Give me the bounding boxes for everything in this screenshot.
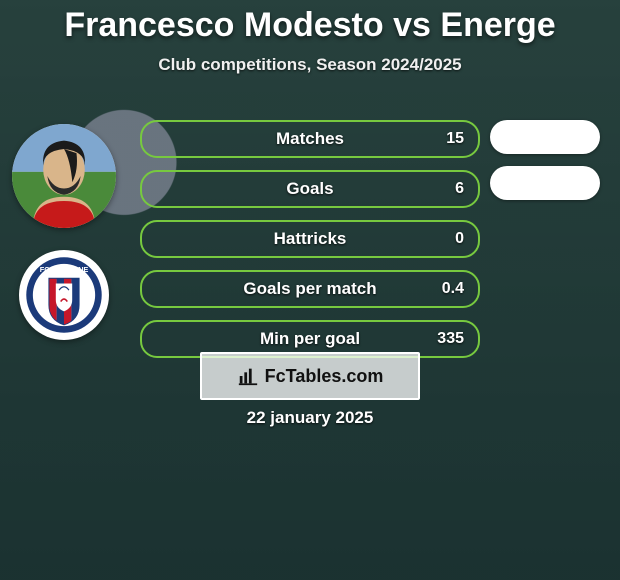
bar-chart-icon xyxy=(237,365,259,387)
page-date: 22 january 2025 xyxy=(247,408,374,428)
stat-value-p1: 335 xyxy=(437,330,464,348)
avatar-column: FC CROTONE xyxy=(8,124,120,340)
stat-value-p1: 0 xyxy=(455,230,464,248)
watermark-text-after: Tables.com xyxy=(286,366,384,386)
stat-value-p1: 6 xyxy=(455,180,464,198)
subtitle: Club competitions, Season 2024/2025 xyxy=(0,55,620,75)
stat-value-p1: 15 xyxy=(446,130,464,148)
stat-label: Matches xyxy=(276,129,344,149)
stat-pill: Goals 6 xyxy=(140,170,480,208)
stat-pill: Goals per match 0.4 xyxy=(140,270,480,308)
stat-label: Goals xyxy=(286,179,333,199)
title-player1: Francesco Modesto xyxy=(64,6,383,44)
stats-column-player1: Matches 15 Goals 6 Hattricks 0 Goals per match… xyxy=(140,120,480,358)
title-vs: vs xyxy=(393,6,431,44)
stats-column-player2 xyxy=(490,120,600,200)
stat-pill: Matches 15 xyxy=(140,120,480,158)
stat-value-p1: 0.4 xyxy=(442,280,464,298)
club-badge: FC CROTONE xyxy=(19,250,109,340)
page-title: Francesco Modesto vs Energe xyxy=(0,0,620,45)
watermark: FcTables.com xyxy=(200,352,420,400)
player-avatar xyxy=(12,124,116,228)
stat-pill-p2 xyxy=(490,166,600,200)
stat-label: Hattricks xyxy=(274,229,347,249)
stat-label: Min per goal xyxy=(260,329,360,349)
stat-pill-p2 xyxy=(490,120,600,154)
svg-text:FC CROTONE: FC CROTONE xyxy=(40,265,89,274)
stat-pill: Hattricks 0 xyxy=(140,220,480,258)
watermark-text-before: Fc xyxy=(265,366,286,386)
stat-label: Goals per match xyxy=(243,279,376,299)
title-player2: Energe xyxy=(440,6,555,44)
